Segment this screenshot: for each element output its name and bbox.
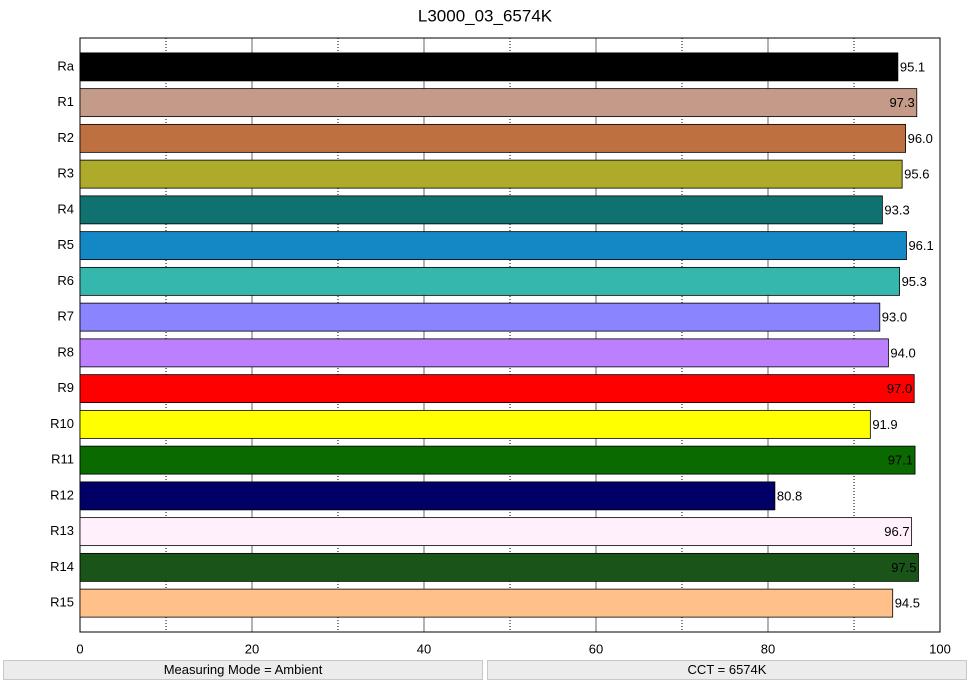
bar xyxy=(79,195,883,225)
bar xyxy=(79,159,903,189)
x-tick-label: 0 xyxy=(76,641,83,656)
bar xyxy=(79,552,919,582)
y-tick-label: R12 xyxy=(50,487,74,502)
y-tick-label: R8 xyxy=(57,344,74,359)
y-tick-label: R4 xyxy=(57,201,74,216)
value-label: 96.0 xyxy=(908,131,933,146)
value-label: 95.6 xyxy=(904,167,929,182)
y-tick-label: R3 xyxy=(57,166,74,181)
x-tick-label: 60 xyxy=(589,641,603,656)
value-label: 96.1 xyxy=(908,238,933,253)
value-label: 94.0 xyxy=(890,345,915,360)
bar xyxy=(79,88,918,118)
y-tick-label: R5 xyxy=(57,237,74,252)
bar xyxy=(79,231,907,261)
x-tick-label: 40 xyxy=(417,641,431,656)
y-tick-label: R15 xyxy=(50,595,74,610)
x-tick-label: 80 xyxy=(761,641,775,656)
value-label: 93.3 xyxy=(884,202,909,217)
value-label: 94.5 xyxy=(895,596,920,611)
value-label: 97.5 xyxy=(891,560,916,575)
y-tick-label: R6 xyxy=(57,273,74,288)
status-mode: Measuring Mode = Ambient xyxy=(3,660,483,680)
bar xyxy=(79,266,900,296)
bar xyxy=(79,302,881,332)
value-label: 93.0 xyxy=(882,310,907,325)
chart: L3000_03_6574K 0 20 40 60 80 100 Ra 95.1 R1 97.3 R… xyxy=(50,6,951,656)
bar xyxy=(79,481,776,511)
y-tick-label: R13 xyxy=(50,523,74,538)
value-label: 97.1 xyxy=(888,453,913,468)
value-label: 91.9 xyxy=(872,417,897,432)
bar xyxy=(79,374,915,404)
bar xyxy=(79,409,871,439)
value-label: 95.1 xyxy=(900,59,925,74)
value-label: 95.3 xyxy=(902,274,927,289)
y-tick-label: Ra xyxy=(57,58,74,73)
value-label: 80.8 xyxy=(777,488,802,503)
bar xyxy=(79,588,894,618)
chart-title: L3000_03_6574K xyxy=(418,6,553,25)
x-tick-label: 20 xyxy=(245,641,259,656)
y-tick-label: R9 xyxy=(57,380,74,395)
bar xyxy=(79,52,899,82)
status-cct: CCT = 6574K xyxy=(487,660,967,680)
bar xyxy=(79,338,889,368)
bar xyxy=(79,123,906,153)
value-label: 97.0 xyxy=(887,381,912,396)
value-label: 97.3 xyxy=(889,95,914,110)
bar xyxy=(79,445,916,475)
value-label: 96.7 xyxy=(884,524,909,539)
y-tick-label: R2 xyxy=(57,130,74,145)
y-tick-label: R7 xyxy=(57,309,74,324)
y-tick-label: R14 xyxy=(50,559,74,574)
y-tick-label: R10 xyxy=(50,416,74,431)
x-tick-label: 100 xyxy=(929,641,951,656)
y-tick-label: R11 xyxy=(51,452,74,467)
bar xyxy=(79,517,913,547)
y-tick-label: R1 xyxy=(57,94,74,109)
